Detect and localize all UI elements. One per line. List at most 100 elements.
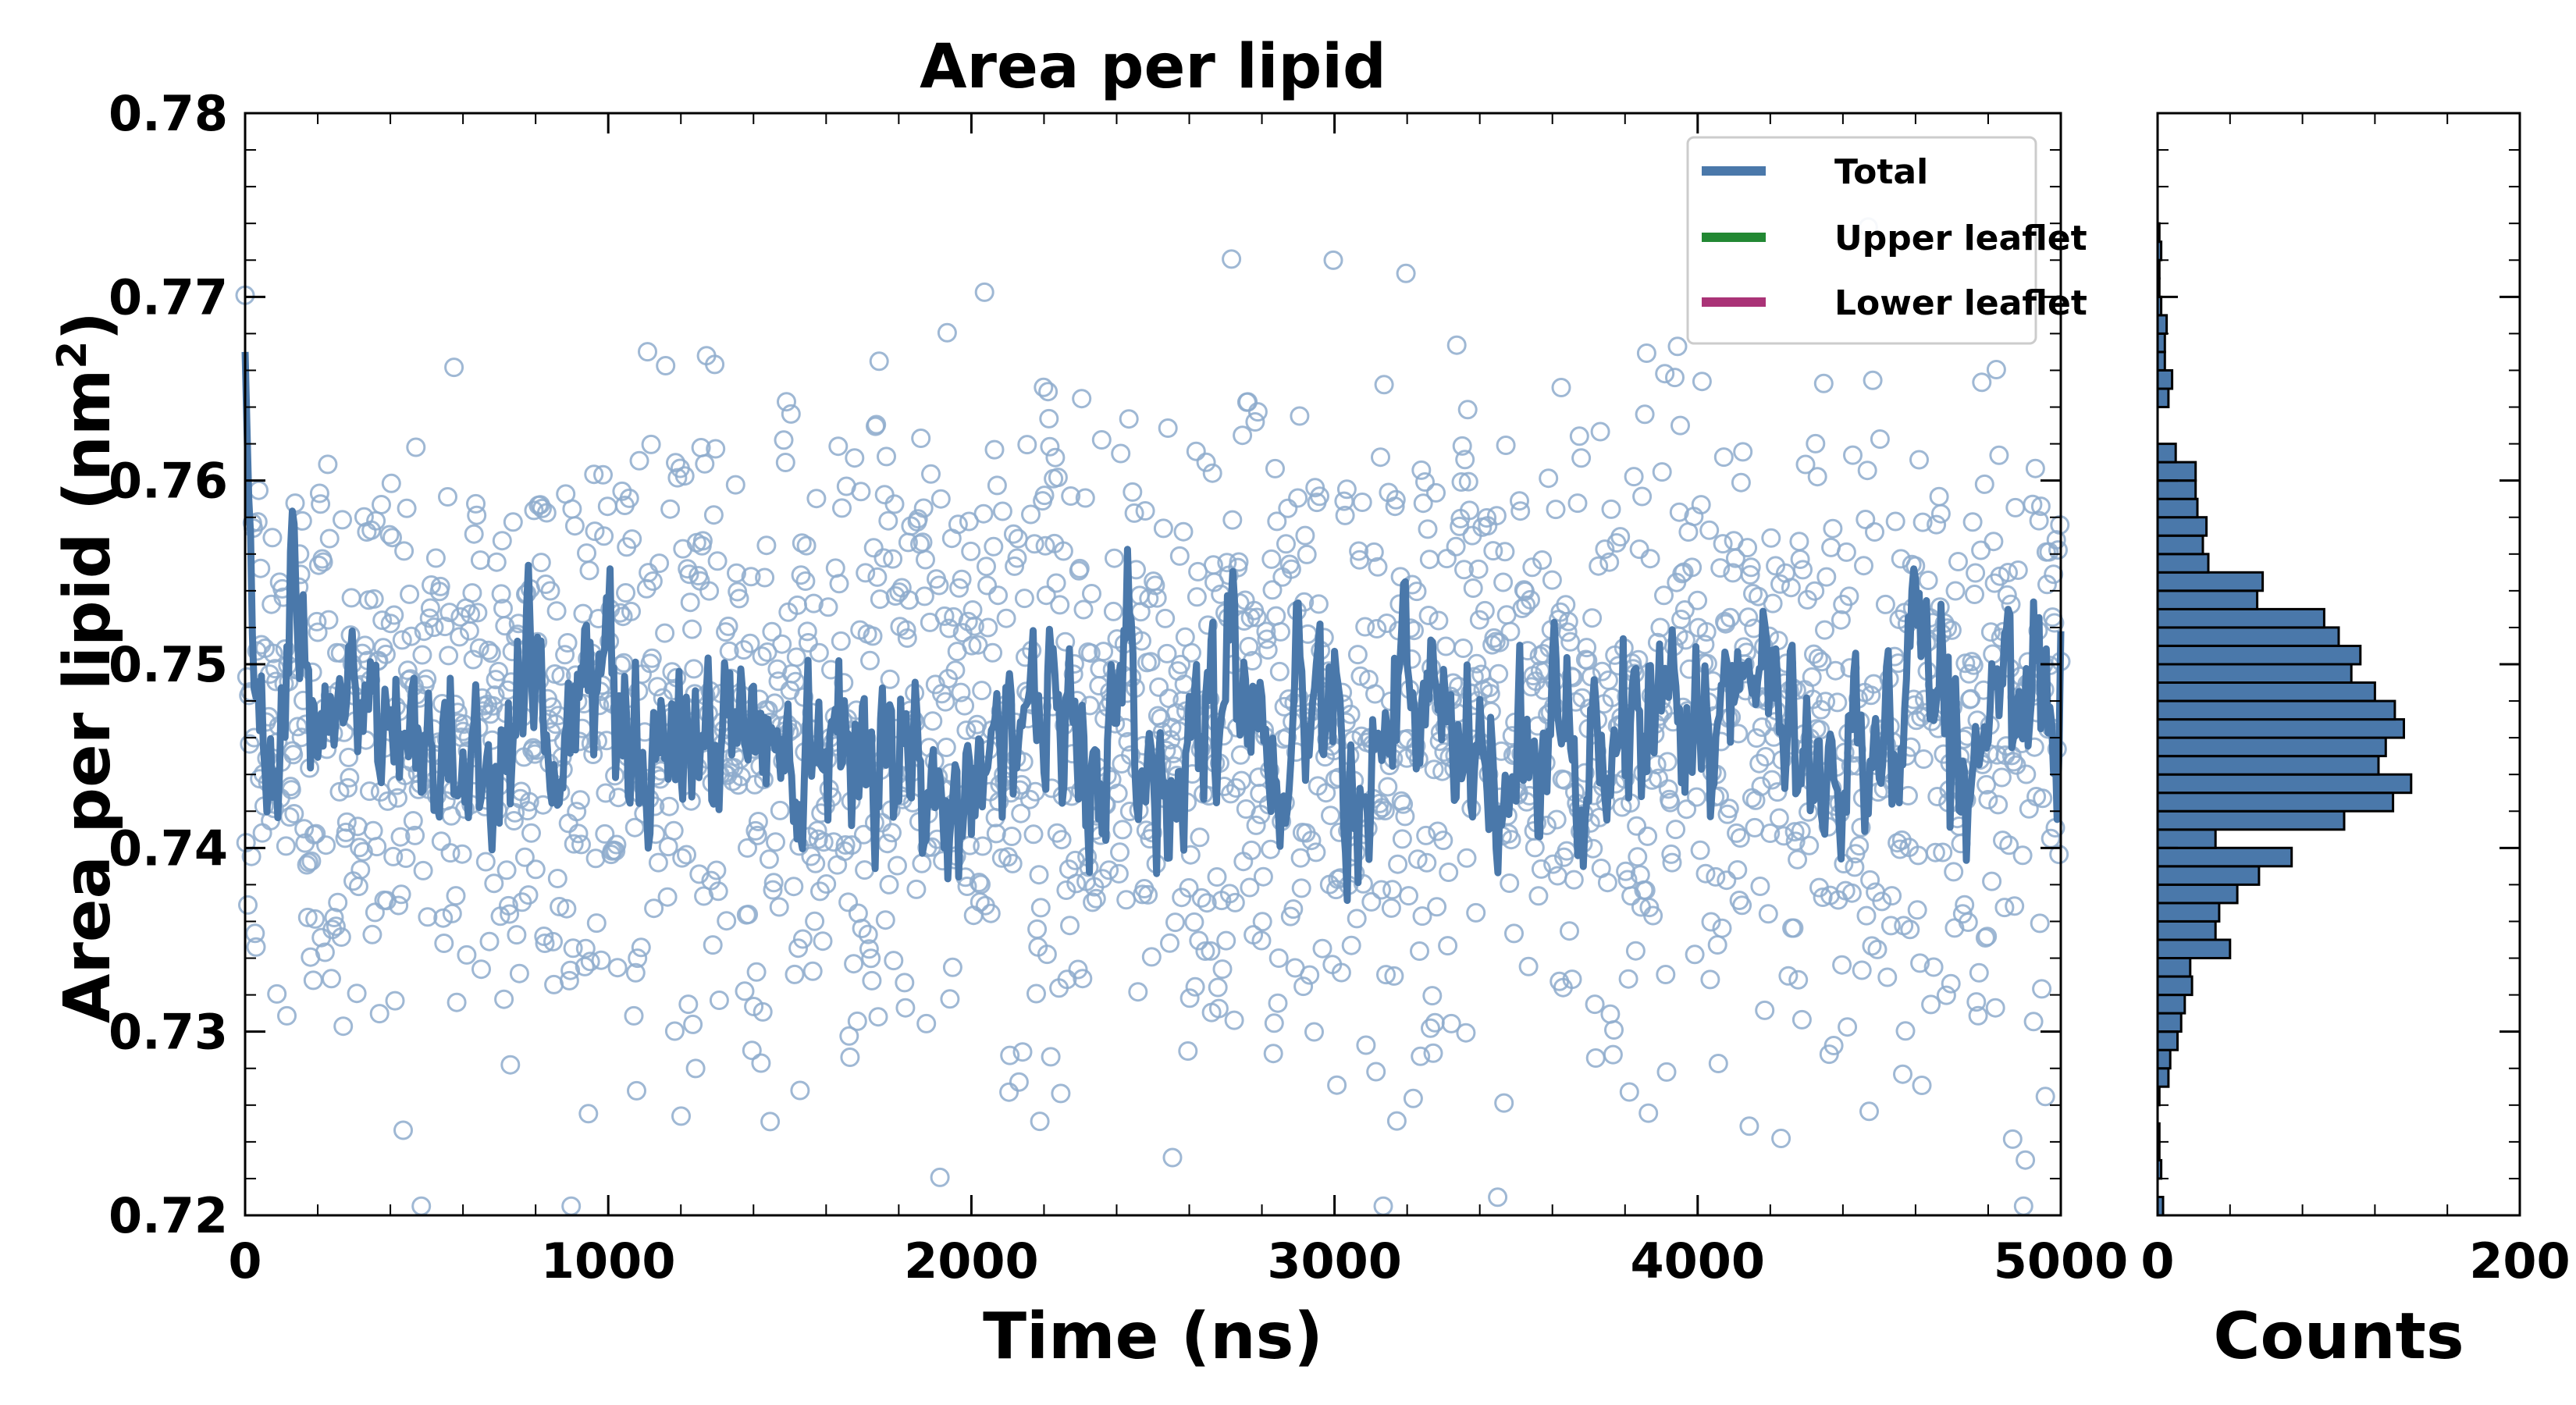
scatter-point [1427, 897, 1447, 917]
scatter-point [1160, 933, 1179, 953]
scatter-point [627, 1080, 646, 1101]
scatter-point [1635, 404, 1655, 425]
scatter-point [1057, 969, 1077, 990]
scatter-point [369, 1004, 390, 1024]
scatter-point [1099, 860, 1119, 880]
scatter-point [948, 514, 968, 535]
scatter-point [1429, 610, 1449, 631]
scatter-point [1301, 831, 1322, 851]
scatter-point [906, 879, 927, 899]
scatter-point [1675, 630, 1695, 650]
scatter-point [1778, 966, 1799, 986]
scatter-point [1446, 536, 1466, 557]
scatter-point [1179, 988, 1200, 1008]
scatter-point [667, 468, 688, 488]
scatter-point [999, 1082, 1019, 1102]
scatter-point [1187, 587, 1207, 607]
scatter-point [1341, 935, 1361, 955]
scatter-point [417, 669, 437, 689]
scatter-point [867, 567, 888, 587]
scatter-point [396, 848, 416, 868]
scatter-point [500, 904, 520, 924]
histogram-bar [2156, 809, 2346, 831]
scatter-point [1525, 838, 1545, 858]
scatter-point [1422, 986, 1443, 1006]
scatter-point [695, 454, 715, 474]
scatter-point [706, 439, 726, 459]
scatter-point [1708, 1054, 1728, 1073]
scatter-point [1867, 939, 1888, 959]
scatter-point [1661, 844, 1681, 864]
scatter-point [1982, 871, 2002, 891]
scatter-point [1269, 661, 1290, 681]
scatter-point [1349, 541, 1369, 561]
scatter-point [802, 961, 823, 981]
scatter-point [1977, 927, 1998, 947]
x-tick-label: 5000 [1994, 1232, 2129, 1289]
scatter-point [1816, 567, 1837, 587]
scatter-point [1157, 643, 1177, 663]
scatter-point [1638, 1103, 1659, 1123]
scatter-point [2049, 845, 2069, 865]
scatter-point [629, 450, 649, 471]
series-line-total [241, 351, 2065, 905]
scatter-point [1569, 426, 1589, 446]
scatter-point [1217, 553, 1237, 573]
scatter-point [1966, 563, 1986, 583]
legend-box [1686, 136, 2037, 345]
scatter-point [1510, 501, 1531, 521]
scatter-point [450, 627, 470, 647]
scatter-point [1312, 938, 1332, 959]
y-axis-label-superscript: 2 [49, 341, 96, 369]
scatter-point [913, 498, 934, 518]
scatter-point [753, 1001, 773, 1022]
scatter-point [1650, 617, 1670, 638]
scatter-point [859, 939, 879, 959]
scatter-point [844, 954, 864, 974]
y-tick-label: 0.72 [109, 1187, 228, 1244]
scatter-point [1212, 959, 1233, 980]
scatter-point [381, 473, 401, 493]
scatter-point [1392, 829, 1412, 849]
scatter-point [333, 1016, 354, 1037]
histogram-bar [2156, 755, 2380, 776]
scatter-point [1927, 514, 1947, 535]
scatter-point [564, 516, 585, 536]
histogram-bar [2156, 846, 2293, 868]
scatter-point [1649, 768, 1668, 788]
y-axis-label-main: Area per lipid (nm [51, 369, 125, 1023]
scatter-point [1656, 1062, 1677, 1082]
scatter-point [1991, 767, 2012, 788]
scatter-point [1180, 845, 1201, 865]
scatter-point [718, 616, 738, 636]
scatter-point [435, 617, 455, 637]
scatter-point [338, 777, 358, 798]
scatter-point [1823, 518, 1843, 539]
scatter-point [625, 962, 646, 983]
histogram-bar [2156, 828, 2217, 849]
scatter-point [1241, 840, 1261, 860]
scatter-point [1619, 1082, 1639, 1102]
y-tick-label: 0.74 [109, 820, 228, 877]
scatter-point [988, 585, 1009, 606]
scatter-point [1557, 622, 1578, 642]
scatter-point [1247, 402, 1268, 422]
scatter-point [540, 581, 560, 601]
scatter-point [1891, 830, 1912, 850]
scatter-point [1854, 556, 1873, 576]
scatter-point [446, 886, 466, 906]
scatter-point [308, 622, 328, 642]
scatter-point [1263, 1044, 1283, 1064]
scatter-point [631, 937, 651, 958]
scatter-point [1066, 873, 1087, 894]
scatter-point [1770, 574, 1790, 594]
scatter-point [1283, 899, 1304, 919]
scatter-point [547, 869, 568, 888]
scatter-point [1808, 648, 1828, 668]
scatter-point [770, 800, 790, 820]
scatter-point [1267, 511, 1287, 532]
scatter-point [1407, 849, 1428, 870]
scatter-point [1654, 585, 1674, 606]
scatter-point [1972, 372, 1992, 393]
scatter-point [1767, 782, 1788, 802]
